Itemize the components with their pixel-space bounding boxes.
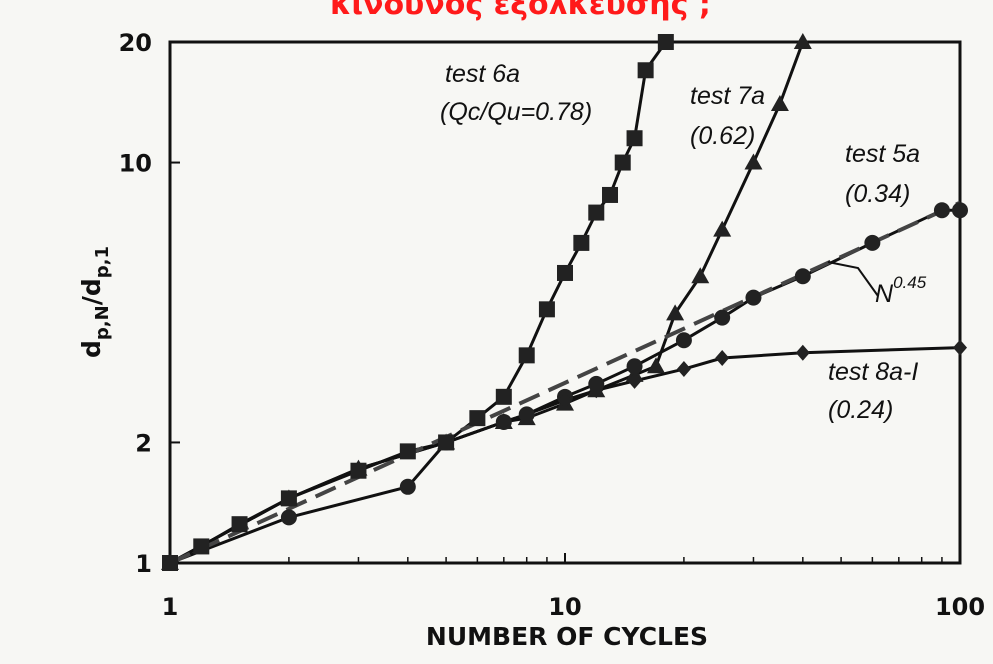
series-label: test 8a-I	[828, 358, 918, 386]
square-marker	[614, 154, 631, 171]
diamond-marker	[953, 339, 967, 356]
diamond-marker	[627, 372, 642, 389]
y-tick-label: 1	[135, 550, 152, 578]
y-label-sub2: p,1	[92, 246, 113, 278]
diamond-marker	[589, 382, 604, 399]
y-label-slash: /d	[77, 278, 106, 305]
y-label-d: d	[77, 340, 106, 358]
x-tick-label: 1	[162, 593, 179, 621]
series-label: (Qc/Qu=0.78)	[440, 98, 592, 126]
circle-marker	[952, 202, 968, 219]
x-axis-label: NUMBER OF CYCLES	[426, 622, 708, 651]
series-label: (0.24)	[828, 396, 893, 424]
diamond-marker	[715, 350, 730, 367]
x-tick-label: 10	[548, 593, 581, 621]
triangle-marker	[793, 33, 812, 49]
series-label: test 6a	[445, 60, 520, 88]
diamond-marker	[558, 392, 572, 409]
series-label: (0.34)	[845, 180, 910, 208]
x-tick-label: 100	[935, 593, 985, 621]
y-axis-label: dp,N/dp,1	[77, 246, 113, 358]
diamond-marker	[496, 413, 511, 430]
diamond-marker	[439, 434, 454, 451]
circle-marker	[864, 234, 881, 251]
diamond-marker	[163, 555, 177, 571]
square-marker	[573, 234, 590, 251]
series-label: test 7a	[690, 82, 765, 110]
triangle-marker	[713, 220, 732, 237]
square-marker	[538, 301, 555, 318]
circle-marker	[675, 332, 692, 349]
square-marker	[626, 130, 643, 147]
y-label-sub1: p,N	[92, 305, 113, 340]
y-tick-label: 2	[135, 429, 152, 457]
circle-marker	[745, 289, 762, 306]
square-marker	[637, 62, 654, 79]
triangle-marker	[744, 153, 763, 170]
circle-marker	[933, 202, 950, 219]
triangle-marker	[691, 267, 710, 284]
diamond-marker	[676, 361, 691, 378]
diamond-marker	[795, 344, 810, 361]
square-marker	[495, 388, 512, 405]
page-heading: κίνδυνος εξόλκευσης ;	[330, 0, 711, 22]
fit-curve-label: N0.45	[875, 273, 927, 308]
circle-marker	[280, 509, 297, 526]
square-marker	[469, 410, 486, 427]
square-marker	[657, 34, 674, 50]
square-marker	[193, 538, 210, 555]
circle-marker	[714, 309, 731, 326]
circle-marker	[794, 268, 811, 285]
square-marker	[588, 204, 605, 221]
series-label: (0.62)	[690, 122, 755, 150]
y-tick-label: 10	[119, 150, 152, 178]
diamond-marker	[519, 406, 534, 423]
triangle-marker	[647, 357, 666, 374]
fit-curve-leader	[827, 261, 879, 297]
triangle-marker	[666, 304, 685, 321]
square-marker	[602, 186, 619, 203]
series-label: test 5a	[845, 140, 920, 168]
plot-area: 1 10 100 1 2 10 20	[119, 29, 985, 621]
diamond-marker	[281, 490, 296, 507]
square-marker	[557, 264, 573, 281]
circle-marker	[626, 358, 643, 375]
circle-marker	[399, 478, 416, 495]
square-marker	[518, 347, 535, 364]
diamond-marker	[351, 460, 366, 477]
square-marker	[231, 516, 248, 533]
series-line-test-5a	[169, 208, 960, 565]
series-markers	[161, 33, 968, 571]
fit-curve-exponent: 0.45	[893, 273, 927, 292]
square-marker	[399, 443, 416, 460]
y-tick-label: 20	[119, 29, 152, 57]
triangle-marker	[770, 95, 789, 112]
